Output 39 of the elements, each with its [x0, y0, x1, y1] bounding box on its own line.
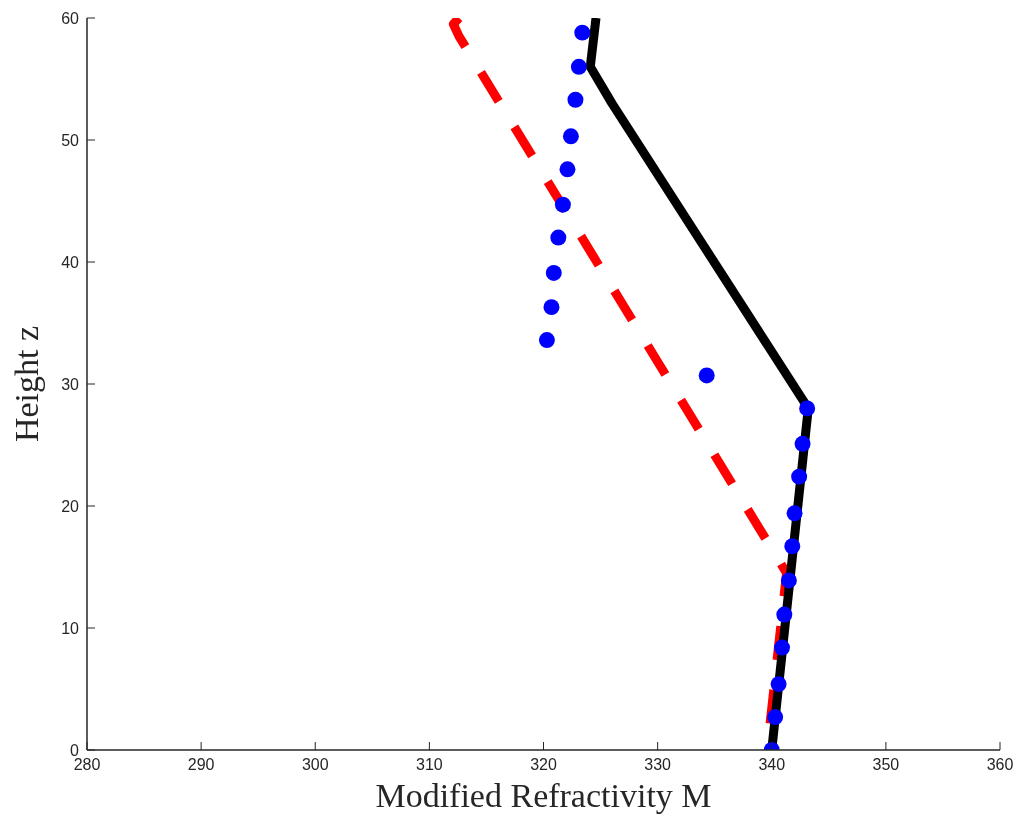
point	[791, 468, 808, 485]
x-tick-label: 280	[73, 756, 101, 773]
point	[794, 435, 811, 452]
x-tick-label: 360	[986, 756, 1014, 773]
x-tick-label: 300	[301, 756, 329, 773]
point	[770, 676, 787, 693]
point	[799, 400, 816, 417]
x-tick-label: 340	[758, 756, 786, 773]
point	[784, 538, 801, 555]
point	[538, 332, 555, 349]
point	[567, 91, 584, 108]
y-tick-label: 20	[61, 497, 80, 515]
point	[774, 639, 790, 656]
point	[559, 161, 576, 178]
point	[574, 24, 591, 41]
point	[780, 572, 797, 589]
x-axis-title: Modified Refractivity M	[375, 777, 712, 814]
point	[698, 367, 715, 384]
y-tick-label: 60	[61, 9, 80, 27]
point	[562, 128, 579, 145]
point	[776, 606, 793, 623]
y-tick-label: 30	[61, 375, 80, 393]
x-tick-label: 350	[872, 756, 900, 773]
y-tick-label: 50	[61, 131, 80, 149]
y-axis-title: Height z	[8, 325, 45, 443]
point	[554, 196, 571, 213]
point	[786, 505, 803, 522]
y-tick-label: 10	[61, 619, 80, 637]
point	[570, 58, 587, 75]
point	[543, 299, 560, 316]
x-tick-label: 310	[416, 756, 443, 773]
point	[545, 265, 562, 281]
point	[767, 709, 784, 726]
y-tick-label: 40	[61, 253, 80, 271]
x-tick-label: 320	[530, 756, 557, 773]
x-tick-label: 290	[187, 756, 215, 773]
x-tick-label: 330	[644, 756, 672, 773]
point	[550, 229, 567, 246]
y-tick-label: 0	[70, 741, 80, 759]
